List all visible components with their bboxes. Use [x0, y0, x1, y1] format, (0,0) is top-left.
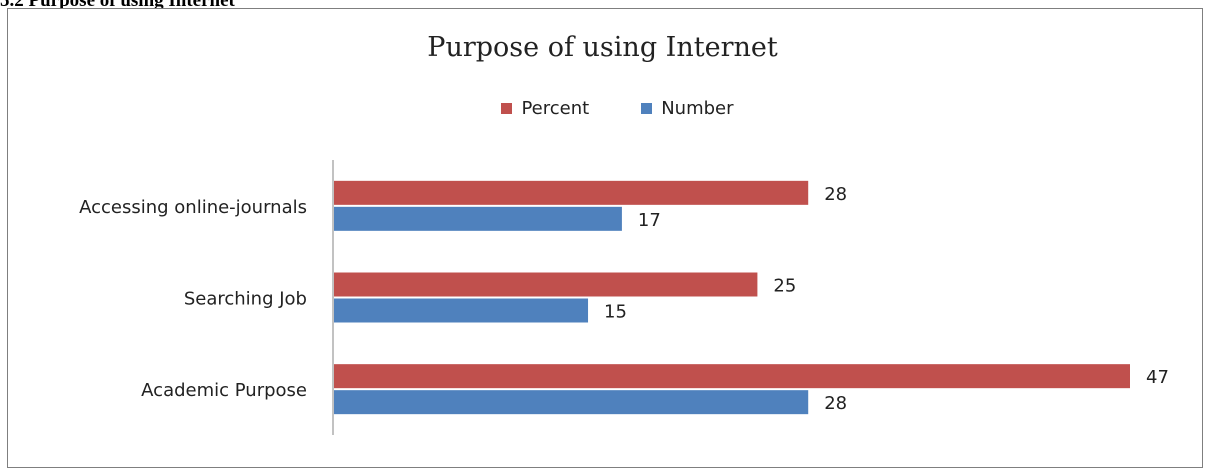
document-heading: 5.2 Purpose of using Internet: [0, 0, 235, 11]
data-label-number-accessing-online-journals: 17: [638, 210, 661, 231]
bar-number-academic-purpose: [334, 390, 809, 415]
chart-title: Purpose of using Internet: [427, 32, 778, 63]
category-label-academic-purpose: Academic Purpose: [141, 380, 307, 401]
legend-label-number: Number: [661, 98, 734, 119]
bar-number-searching-job: [334, 298, 589, 323]
category-label-searching-job: Searching Job: [184, 289, 307, 310]
data-label-percent-searching-job: 25: [773, 276, 796, 297]
data-label-percent-accessing-online-journals: 28: [824, 184, 847, 205]
legend-item-percent: Percent: [501, 98, 589, 119]
chart-legend: Percent Number: [0, 98, 1205, 119]
data-label-number-searching-job: 15: [604, 302, 627, 323]
bar-percent-searching-job: [334, 272, 758, 297]
data-label-percent-academic-purpose: 47: [1146, 367, 1169, 388]
legend-swatch-percent: [501, 103, 513, 114]
legend-label-percent: Percent: [521, 98, 590, 119]
chart-plot-area: 28 17 Accessing online-journals 25 15 Searchi…: [79, 160, 1169, 435]
data-label-number-academic-purpose: 28: [824, 393, 847, 414]
category-label-accessing-online-journals: Accessing online-journals: [79, 197, 307, 218]
bar-number-accessing-online-journals: [334, 206, 622, 231]
bar-percent-accessing-online-journals: [334, 180, 809, 205]
legend-item-number: Number: [641, 98, 734, 119]
legend-swatch-number: [641, 103, 653, 114]
bar-percent-academic-purpose: [334, 364, 1130, 389]
